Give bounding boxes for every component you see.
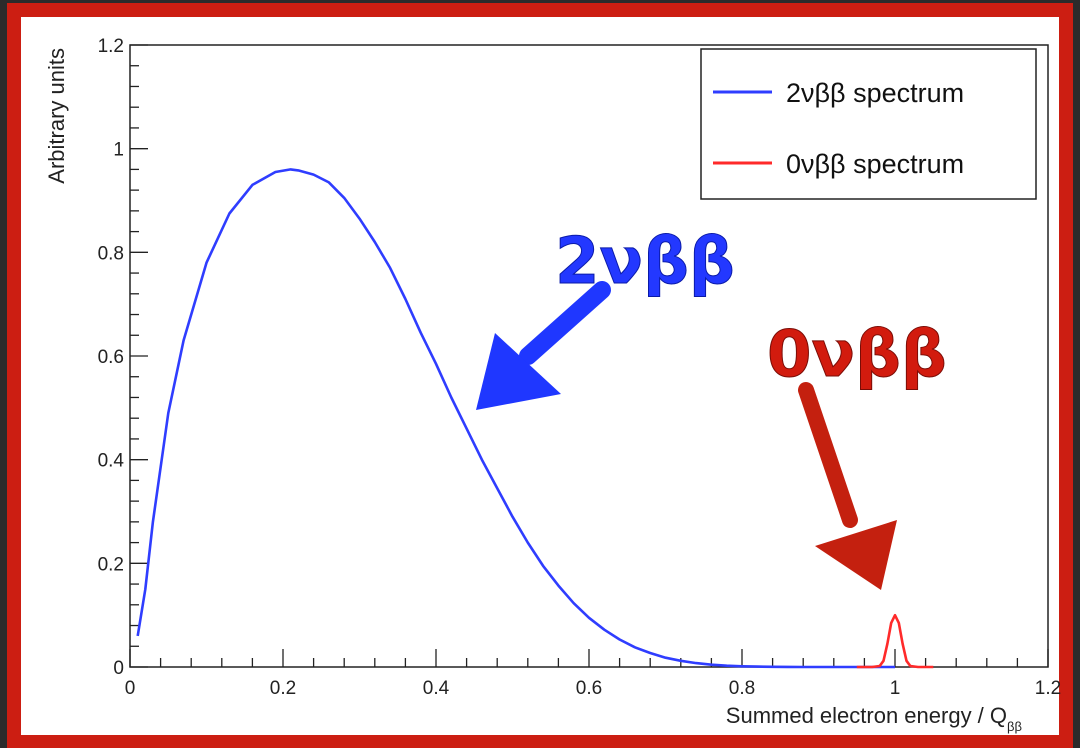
y-tick-label: 0.8 [98,243,124,264]
series-layer [136,168,934,669]
y-tick-label: 0.6 [98,347,124,368]
x-tick-label: 0.4 [423,678,450,699]
series-2vbb-line [136,168,895,669]
arrow-2vbb-shaft [519,281,611,365]
y-tick-label: 1 [113,140,124,161]
annotation-label-0vbb: 0νββ [767,318,947,392]
y-tick-label: 1.2 [98,36,124,57]
legend-label-2vbb: 2νββ spectrum [786,78,964,108]
x-axis-title: Summed electron energy / Qββ [726,703,1022,734]
x-tick-label: 1 [890,678,901,699]
x-tick-label: 0.8 [729,678,755,699]
series-0vbb-line [856,613,934,669]
arrow-0vbb-head [815,520,897,590]
x-tick-label: 0.2 [270,678,296,699]
annotation-0vbb: 0νββ [767,318,947,590]
arrow-2vbb-head [476,333,561,410]
axis-ticks [129,44,1049,668]
annotation-label-2vbb: 2νββ [555,225,735,299]
legend-label-0vbb: 0νββ spectrum [786,149,964,179]
tick-labels: 0 0.2 0.4 0.6 0.8 1 1.2 0 0.2 0.4 0.6 0.8 1 1.2 [98,36,1062,699]
x-tick-label: 0.6 [576,678,602,699]
legend-box [700,48,1037,200]
x-tick-label: 0 [125,678,136,699]
y-tick-label: 0 [113,658,124,679]
annotation-2vbb: 2νββ [476,225,735,410]
y-axis-title: Arbitrary units [44,48,69,184]
legend: 2νββ spectrum 0νββ spectrum [700,48,1037,200]
y-tick-label: 0.4 [98,451,125,472]
x-tick-label: 1.2 [1035,678,1061,699]
y-tick-label: 0.2 [98,554,124,575]
arrow-0vbb-shaft [798,382,858,528]
